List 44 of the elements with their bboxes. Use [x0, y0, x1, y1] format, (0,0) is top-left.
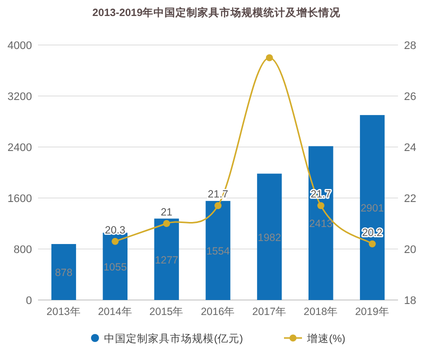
point	[163, 220, 170, 227]
data-label: 1277	[154, 254, 178, 266]
bar	[51, 244, 76, 300]
x-tick-label: 2016年	[200, 306, 236, 318]
x-tick-label: 2019年	[355, 306, 390, 318]
data-label: 878	[54, 267, 73, 280]
data-label: 2901	[360, 202, 384, 215]
point	[317, 202, 324, 210]
point	[368, 240, 376, 248]
y-tick-label: 800	[14, 244, 32, 256]
data-label: 1554	[206, 245, 230, 258]
data-label: 2413	[309, 218, 333, 230]
point	[266, 54, 273, 62]
y2-tick-label: 22	[404, 193, 416, 205]
data-label: 1982	[258, 232, 282, 244]
y-tick-label: 2400	[8, 142, 32, 154]
chart-title: 2013-2019年中国定制家具市场规模统计及增长情况	[92, 6, 342, 19]
y2-tick-label: 18	[404, 295, 416, 307]
y2-tick-label: 26	[404, 91, 416, 103]
y2-tick-label: 24	[404, 142, 416, 154]
data-label: 20.2	[362, 226, 383, 239]
data-label: 1055	[103, 261, 127, 274]
x-tick-label: 2013年	[46, 306, 81, 318]
bar	[257, 174, 282, 300]
point	[112, 238, 119, 245]
bar	[308, 146, 334, 300]
x-tick-label: 2017年	[252, 306, 287, 318]
bar	[154, 218, 179, 300]
data-label: 21	[160, 206, 173, 218]
bar	[206, 200, 230, 300]
point	[214, 202, 222, 210]
y-tick-label: 0	[26, 295, 32, 307]
y-tick-label: 4000	[8, 40, 32, 52]
legend-label: 中国定制家具市场规模(亿元)	[104, 332, 243, 345]
y-tick-label: 3200	[8, 91, 32, 103]
y2-tick-label: 28	[404, 40, 416, 52]
bar	[102, 232, 128, 300]
y-tick-label: 1600	[8, 193, 32, 205]
y2-tick-label: 20	[404, 244, 416, 256]
x-tick-label: 2015年	[149, 306, 184, 318]
x-tick-label: 2014年	[98, 306, 132, 318]
bar	[360, 115, 385, 300]
legend-label: 增速(%)	[306, 332, 346, 345]
x-tick-label: 2018年	[304, 306, 338, 318]
